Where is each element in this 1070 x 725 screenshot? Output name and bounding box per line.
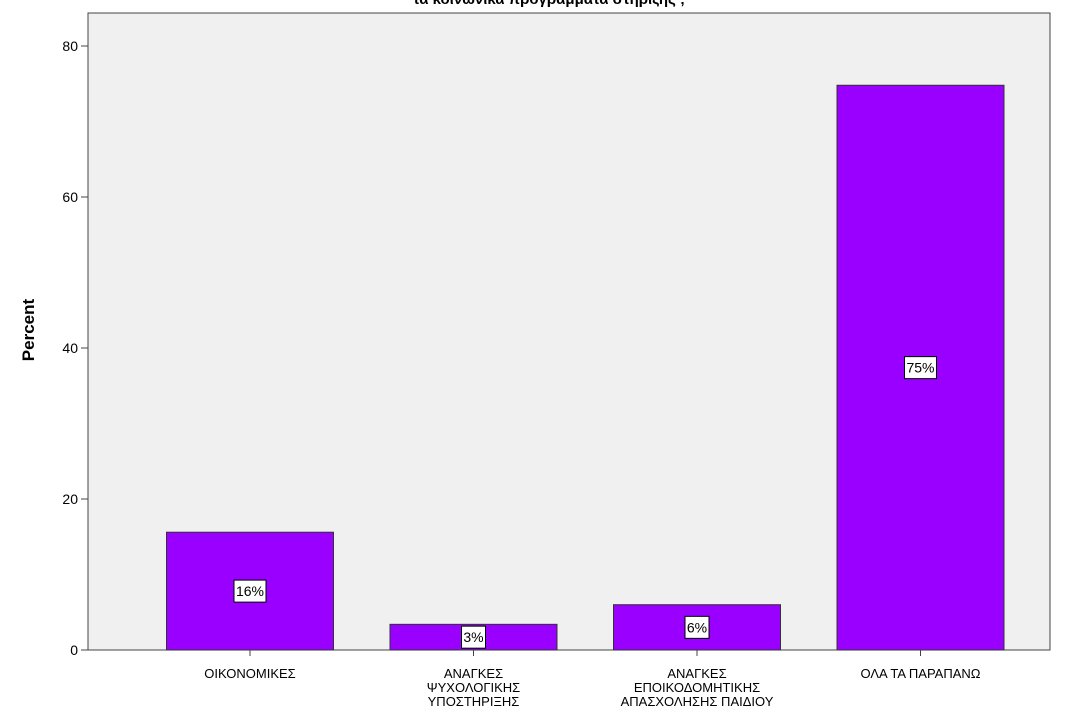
y-tick-label: 40 <box>62 340 78 356</box>
x-tick-label: ΕΠΟΙΚΟΔΟΜΗΤΙΚΗΣ <box>634 680 760 695</box>
y-axis: 0 20 40 60 80 <box>62 38 88 658</box>
x-tick-label: ΟΙΚΟΝΟΜΙΚΕΣ <box>204 666 295 681</box>
data-label-box <box>461 625 486 649</box>
data-label: 75% <box>906 360 934 376</box>
x-tick-label: ΑΝΑΓΚΕΣ <box>444 666 503 681</box>
bars-group: 16% 3% 6% 75% <box>166 84 1005 651</box>
data-label-box <box>233 579 267 603</box>
data-label-box <box>684 615 710 639</box>
chart-title: τα κοινωνικά προγράμματα στήριξης ; <box>413 0 685 8</box>
data-label: 16% <box>236 583 264 599</box>
y-tick-label: 0 <box>70 642 78 658</box>
x-tick-label: ΑΝΑΓΚΕΣ <box>667 666 726 681</box>
x-tick-label: ΑΠΑΣΧΟΛΗΣΗΣ ΠΑΙΔΙΟΥ <box>621 694 774 709</box>
y-tick-label: 80 <box>62 38 78 54</box>
data-label: 6% <box>687 619 707 635</box>
y-tick-label: 60 <box>62 189 78 205</box>
data-label: 3% <box>463 629 483 645</box>
x-tick-label: ΥΠΟΣΤΗΡΙΞΗΣ <box>428 694 520 709</box>
data-label-box <box>904 356 937 380</box>
x-axis: ΟΙΚΟΝΟΜΙΚΕΣ ΑΝΑΓΚΕΣΨΥΧΟΛΟΓΙΚΗΣΥΠΟΣΤΗΡΙΞΗΣ… <box>204 650 981 709</box>
y-tick-label: 20 <box>62 491 78 507</box>
y-axis-label: Percent <box>19 298 38 361</box>
x-tick-label: ΨΥΧΟΛΟΓΙΚΗΣ <box>427 680 520 695</box>
x-tick-label: ΟΛΑ ΤΑ ΠΑΡΑΠΑΝΩ <box>860 666 980 681</box>
